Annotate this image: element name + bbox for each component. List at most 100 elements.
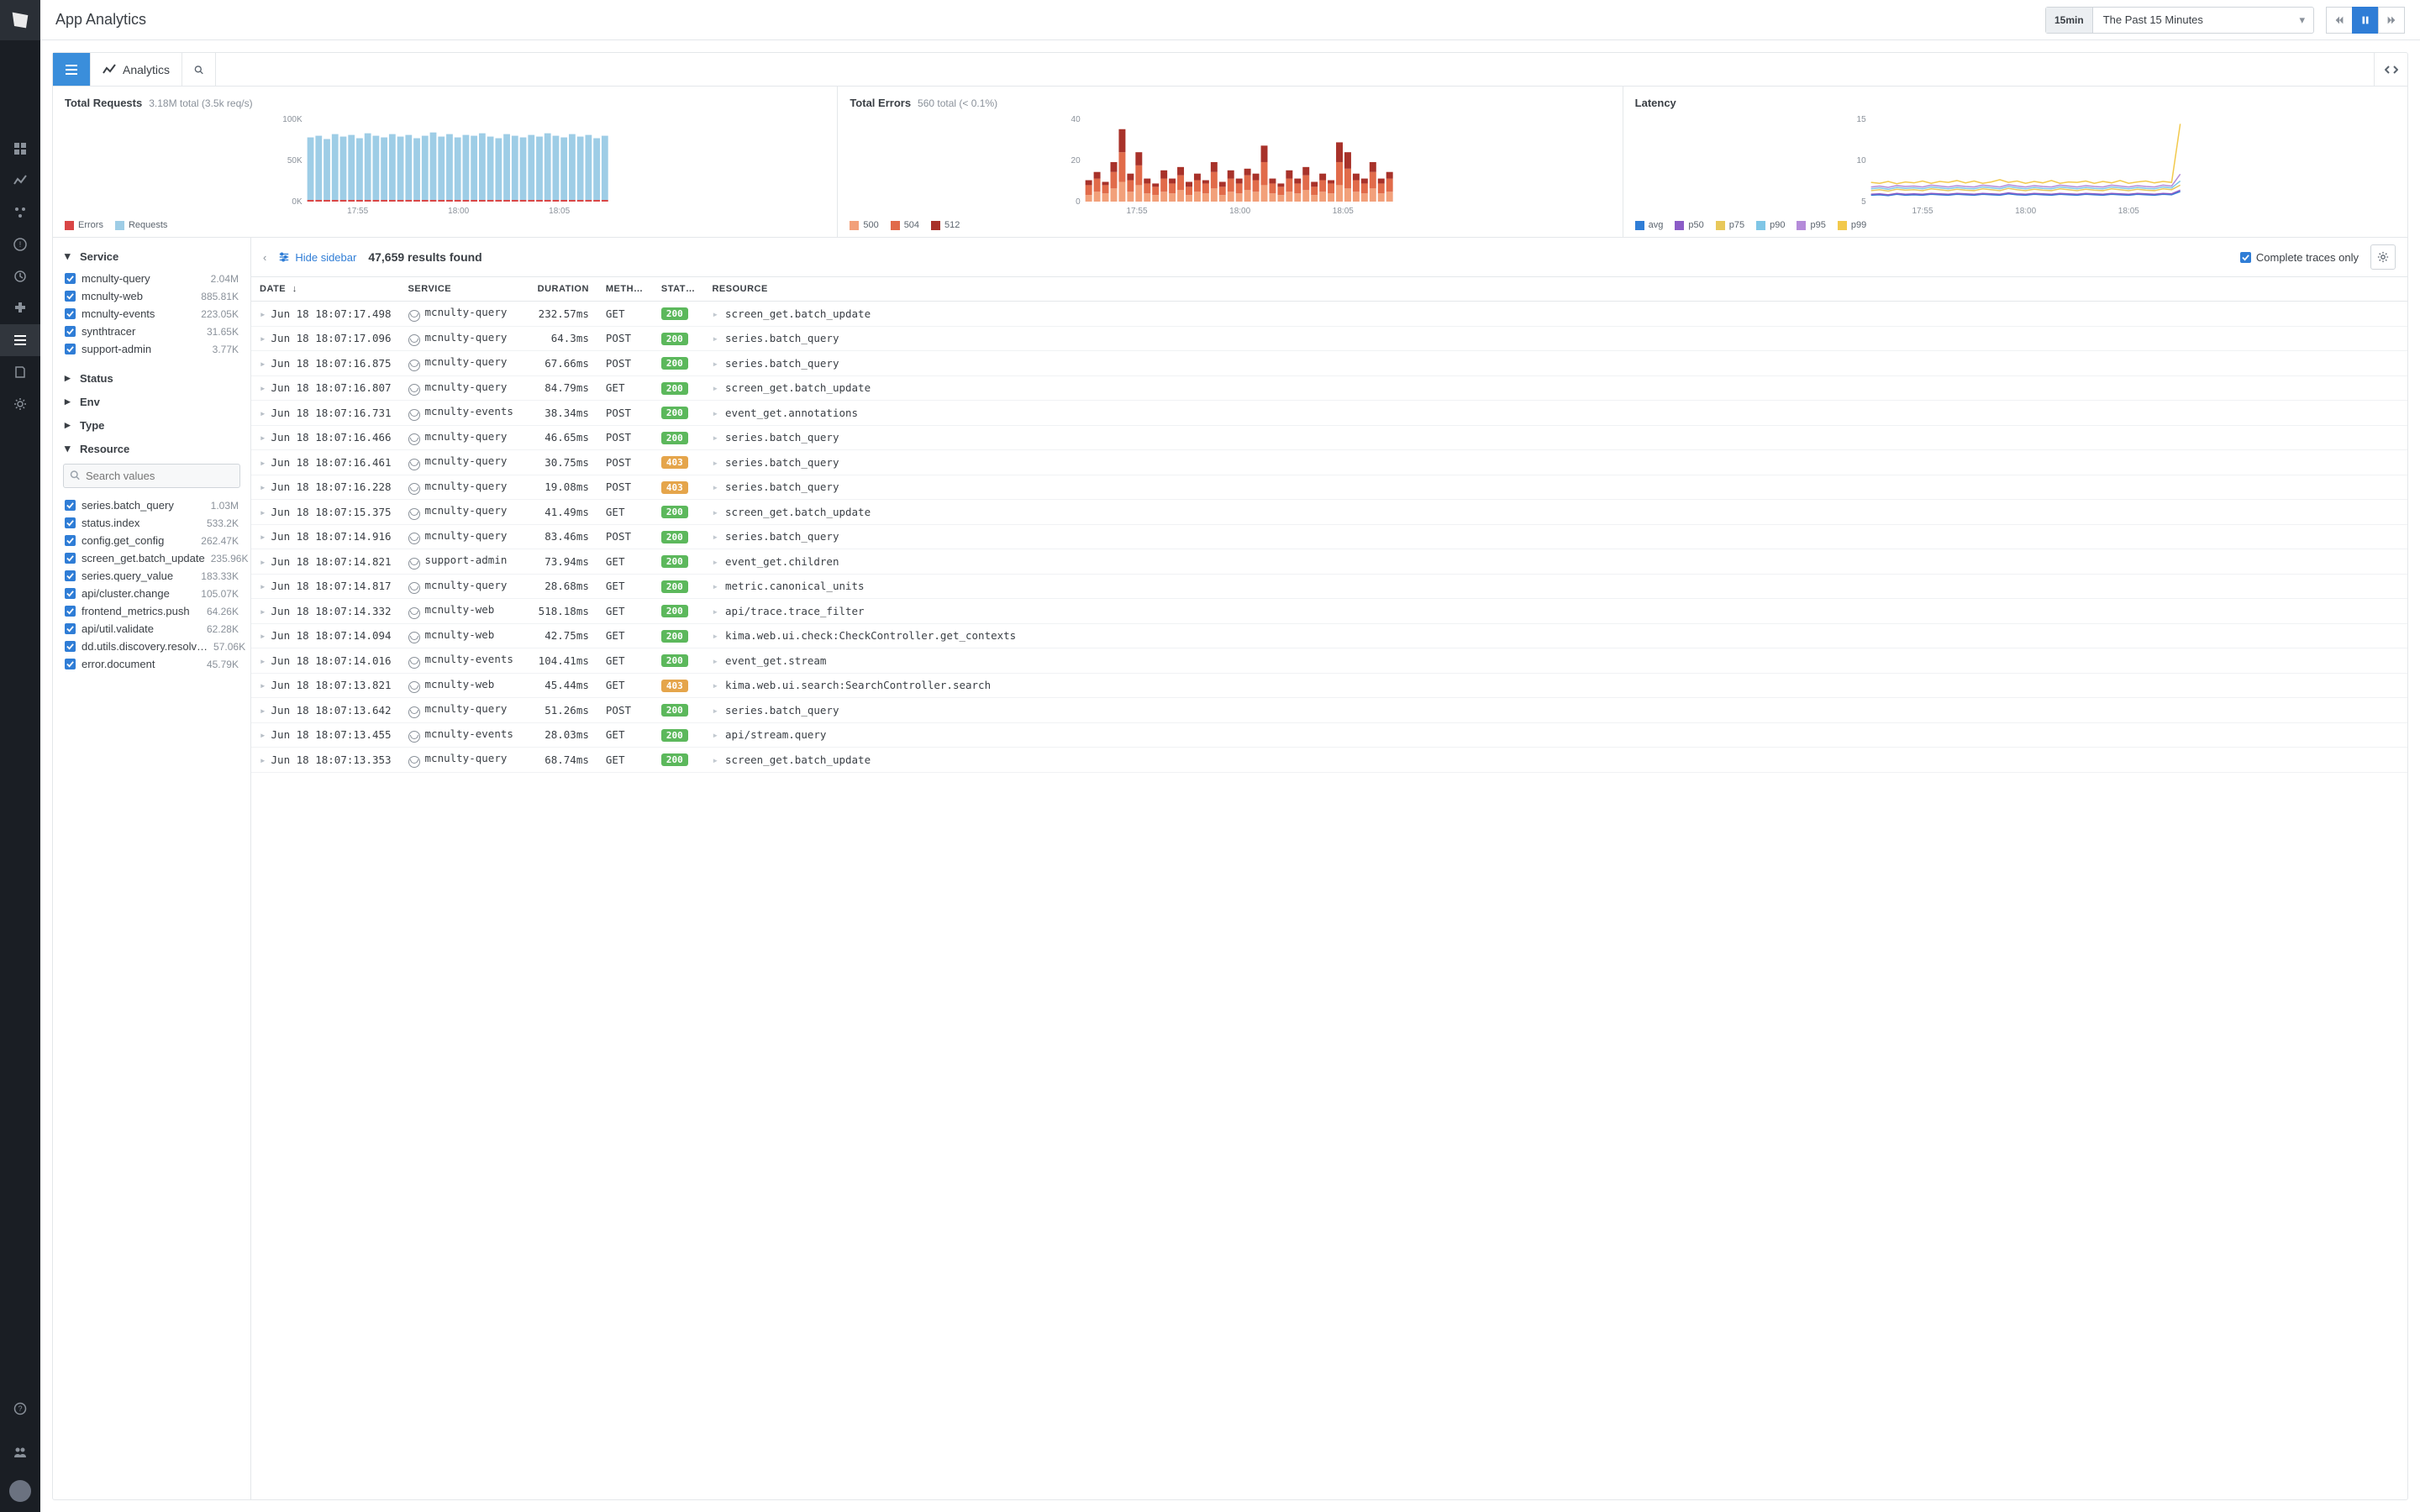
checkbox-icon <box>65 553 76 564</box>
table-row[interactable]: ▸Jun 18 18:07:13.353 mcnulty-query 68.74… <box>251 748 2407 773</box>
stream-back-button[interactable] <box>2326 7 2353 34</box>
facet-item[interactable]: series.query_value183.33K <box>65 567 239 585</box>
nav-item-team[interactable] <box>0 1436 40 1468</box>
nav-item-notebooks[interactable] <box>0 356 40 388</box>
facet-header-type[interactable]: ▸ Type <box>53 413 250 437</box>
svg-text:10: 10 <box>1856 156 1866 165</box>
search-button[interactable] <box>182 53 216 86</box>
table-settings-button[interactable] <box>2370 244 2396 270</box>
table-row[interactable]: ▸Jun 18 18:07:17.498 mcnulty-query 232.5… <box>251 302 2407 327</box>
table-row[interactable]: ▸Jun 18 18:07:17.096 mcnulty-query 64.3m… <box>251 326 2407 351</box>
left-nav-rail: ! ? <box>0 0 40 1512</box>
top-bar: App Analytics 15min The Past 15 Minutes … <box>40 0 2420 40</box>
stream-pause-button[interactable] <box>2352 7 2379 34</box>
col-duration[interactable]: DURATION <box>522 277 597 302</box>
expand-caret-icon: ▸ <box>712 728 718 741</box>
facet-item[interactable]: api/util.validate62.28K <box>65 620 239 638</box>
facet-sidebar: ▾ Service mcnulty-query2.04Mmcnulty-web8… <box>53 238 251 1499</box>
facet-header-env[interactable]: ▸ Env <box>53 390 250 413</box>
complete-traces-toggle[interactable]: Complete traces only <box>2240 251 2359 264</box>
facet-item[interactable]: dd.utils.discovery.resolv…57.06K <box>65 638 239 655</box>
table-row[interactable]: ▸Jun 18 18:07:16.461 mcnulty-query 30.75… <box>251 450 2407 475</box>
expand-caret-icon: ▸ <box>712 506 718 518</box>
service-icon <box>408 508 420 520</box>
table-row[interactable]: ▸Jun 18 18:07:14.332 mcnulty-web 518.18m… <box>251 599 2407 624</box>
facet-item[interactable]: screen_get.batch_update235.96K <box>65 549 239 567</box>
checkbox-icon <box>65 291 76 302</box>
facet-item[interactable]: frontend_metrics.push64.26K <box>65 602 239 620</box>
facet-item[interactable]: error.document45.79K <box>65 655 239 673</box>
expand-caret-icon: ▸ <box>712 381 718 394</box>
hide-sidebar-button[interactable]: Hide sidebar <box>278 251 356 264</box>
facet-item[interactable]: config.get_config262.47K <box>65 532 239 549</box>
table-row[interactable]: ▸Jun 18 18:07:14.016 mcnulty-events 104.… <box>251 648 2407 674</box>
table-row[interactable]: ▸Jun 18 18:07:13.821 mcnulty-web 45.44ms… <box>251 673 2407 698</box>
nav-item-dashboards[interactable] <box>0 133 40 165</box>
nav-item-apm[interactable] <box>0 260 40 292</box>
svg-text:20: 20 <box>1071 156 1081 165</box>
facet-header-status[interactable]: ▸ Status <box>53 366 250 390</box>
facet-search-input[interactable] <box>63 464 240 488</box>
table-row[interactable]: ▸Jun 18 18:07:14.821 support-admin 73.94… <box>251 549 2407 575</box>
nav-item-monitors[interactable]: ! <box>0 228 40 260</box>
facet-item[interactable]: support-admin3.77K <box>65 340 239 358</box>
facet-header-service[interactable]: ▾ Service <box>53 244 250 268</box>
table-row[interactable]: ▸Jun 18 18:07:16.228 mcnulty-query 19.08… <box>251 475 2407 500</box>
legend-item: Errors <box>65 220 103 230</box>
facet-item[interactable]: series.batch_query1.03M <box>65 496 239 514</box>
list-view-button[interactable] <box>53 53 91 86</box>
facet-item[interactable]: status.index533.2K <box>65 514 239 532</box>
service-icon <box>408 582 420 594</box>
service-icon <box>408 681 420 693</box>
time-range-picker[interactable]: 15min The Past 15 Minutes ▾ <box>2045 7 2314 34</box>
code-view-button[interactable] <box>2374 53 2407 86</box>
user-avatar[interactable] <box>9 1480 31 1502</box>
expand-caret-icon: ▸ <box>712 456 718 469</box>
stream-forward-button[interactable] <box>2378 7 2405 34</box>
table-row[interactable]: ▸Jun 18 18:07:16.731 mcnulty-events 38.3… <box>251 401 2407 426</box>
table-row[interactable]: ▸Jun 18 18:07:13.455 mcnulty-events 28.0… <box>251 722 2407 748</box>
table-row[interactable]: ▸Jun 18 18:07:13.642 mcnulty-query 51.26… <box>251 698 2407 723</box>
expand-caret-icon: ▸ <box>260 381 266 394</box>
facet-header-resource[interactable]: ▾ Resource <box>53 437 250 460</box>
sort-desc-icon: ↓ <box>292 284 297 294</box>
expand-caret-icon: ▸ <box>712 580 718 592</box>
facet-item[interactable]: mcnulty-query2.04M <box>65 270 239 287</box>
status-badge: 200 <box>661 605 688 617</box>
service-icon <box>408 607 420 619</box>
table-row[interactable]: ▸Jun 18 18:07:14.817 mcnulty-query 28.68… <box>251 574 2407 599</box>
table-row[interactable]: ▸Jun 18 18:07:14.094 mcnulty-web 42.75ms… <box>251 623 2407 648</box>
table-row[interactable]: ▸Jun 18 18:07:16.875 mcnulty-query 67.66… <box>251 351 2407 376</box>
col-status[interactable]: STAT… <box>653 277 704 302</box>
table-row[interactable]: ▸Jun 18 18:07:16.466 mcnulty-query 46.65… <box>251 425 2407 450</box>
nav-item-logs[interactable] <box>0 324 40 356</box>
facet-item[interactable]: api/cluster.change105.07K <box>65 585 239 602</box>
table-row[interactable]: ▸Jun 18 18:07:16.807 mcnulty-query 84.79… <box>251 375 2407 401</box>
facet-item[interactable]: mcnulty-web885.81K <box>65 287 239 305</box>
service-icon <box>408 756 420 768</box>
checkbox-icon <box>65 570 76 581</box>
nav-item-help[interactable]: ? <box>0 1393 40 1425</box>
legend-item: 504 <box>891 220 919 230</box>
collapse-sidebar-caret[interactable]: ‹ <box>263 251 266 264</box>
col-date[interactable]: DATE ↓ <box>251 277 400 302</box>
col-service[interactable]: SERVICE <box>400 277 522 302</box>
svg-text:!: ! <box>19 240 22 249</box>
table-row[interactable]: ▸Jun 18 18:07:15.375 mcnulty-query 41.49… <box>251 500 2407 525</box>
analytics-view-button[interactable]: Analytics <box>91 53 182 86</box>
status-badge: 200 <box>661 729 688 742</box>
nav-item-settings[interactable] <box>0 388 40 420</box>
nav-item-infrastructure[interactable] <box>0 197 40 228</box>
expand-caret-icon: ▸ <box>712 480 718 493</box>
logo[interactable] <box>0 0 40 40</box>
expand-caret-icon: ▸ <box>260 332 266 344</box>
nav-item-integrations[interactable] <box>0 292 40 324</box>
col-resource[interactable]: RESOURCE <box>703 277 2407 302</box>
col-method[interactable]: METH… <box>597 277 653 302</box>
facet-item[interactable]: mcnulty-events223.05K <box>65 305 239 323</box>
status-badge: 200 <box>661 407 688 419</box>
nav-item-metrics[interactable] <box>0 165 40 197</box>
status-badge: 200 <box>661 654 688 667</box>
table-row[interactable]: ▸Jun 18 18:07:14.916 mcnulty-query 83.46… <box>251 524 2407 549</box>
facet-item[interactable]: synthtracer31.65K <box>65 323 239 340</box>
